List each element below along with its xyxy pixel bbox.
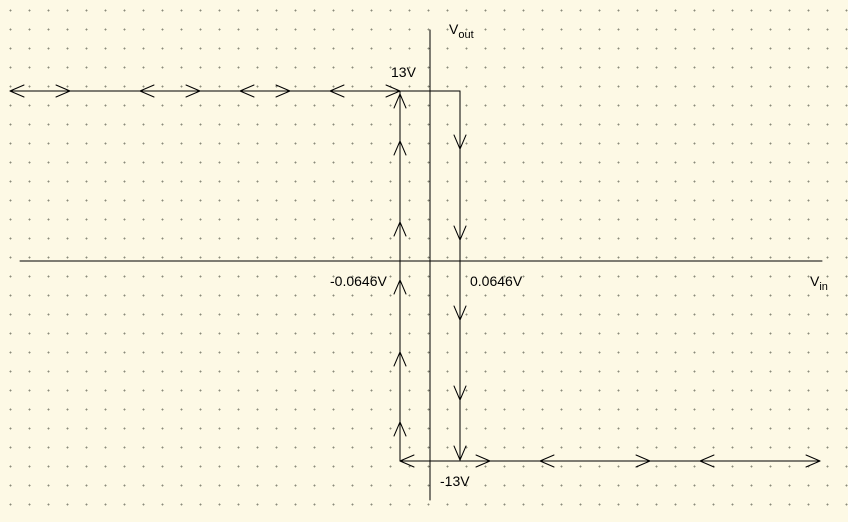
lower-threshold-label: -0.0646V [330, 273, 387, 289]
lower-double-arrows [399, 454, 821, 468]
upper-threshold-label: 0.0646V [470, 273, 523, 289]
vout-main: V [449, 21, 459, 37]
high-level-label: 13V [391, 64, 416, 80]
vin-axis-label: Vin [810, 273, 828, 295]
upward-arrows [393, 93, 407, 437]
vin-sub: in [819, 281, 828, 293]
downward-arrows [453, 134, 467, 461]
vin-main: V [810, 273, 820, 289]
vout-sub: out [458, 29, 474, 41]
upper-double-arrows [9, 84, 401, 98]
low-level-label: -13V [440, 473, 470, 489]
vout-axis-label: Vout [449, 21, 474, 43]
